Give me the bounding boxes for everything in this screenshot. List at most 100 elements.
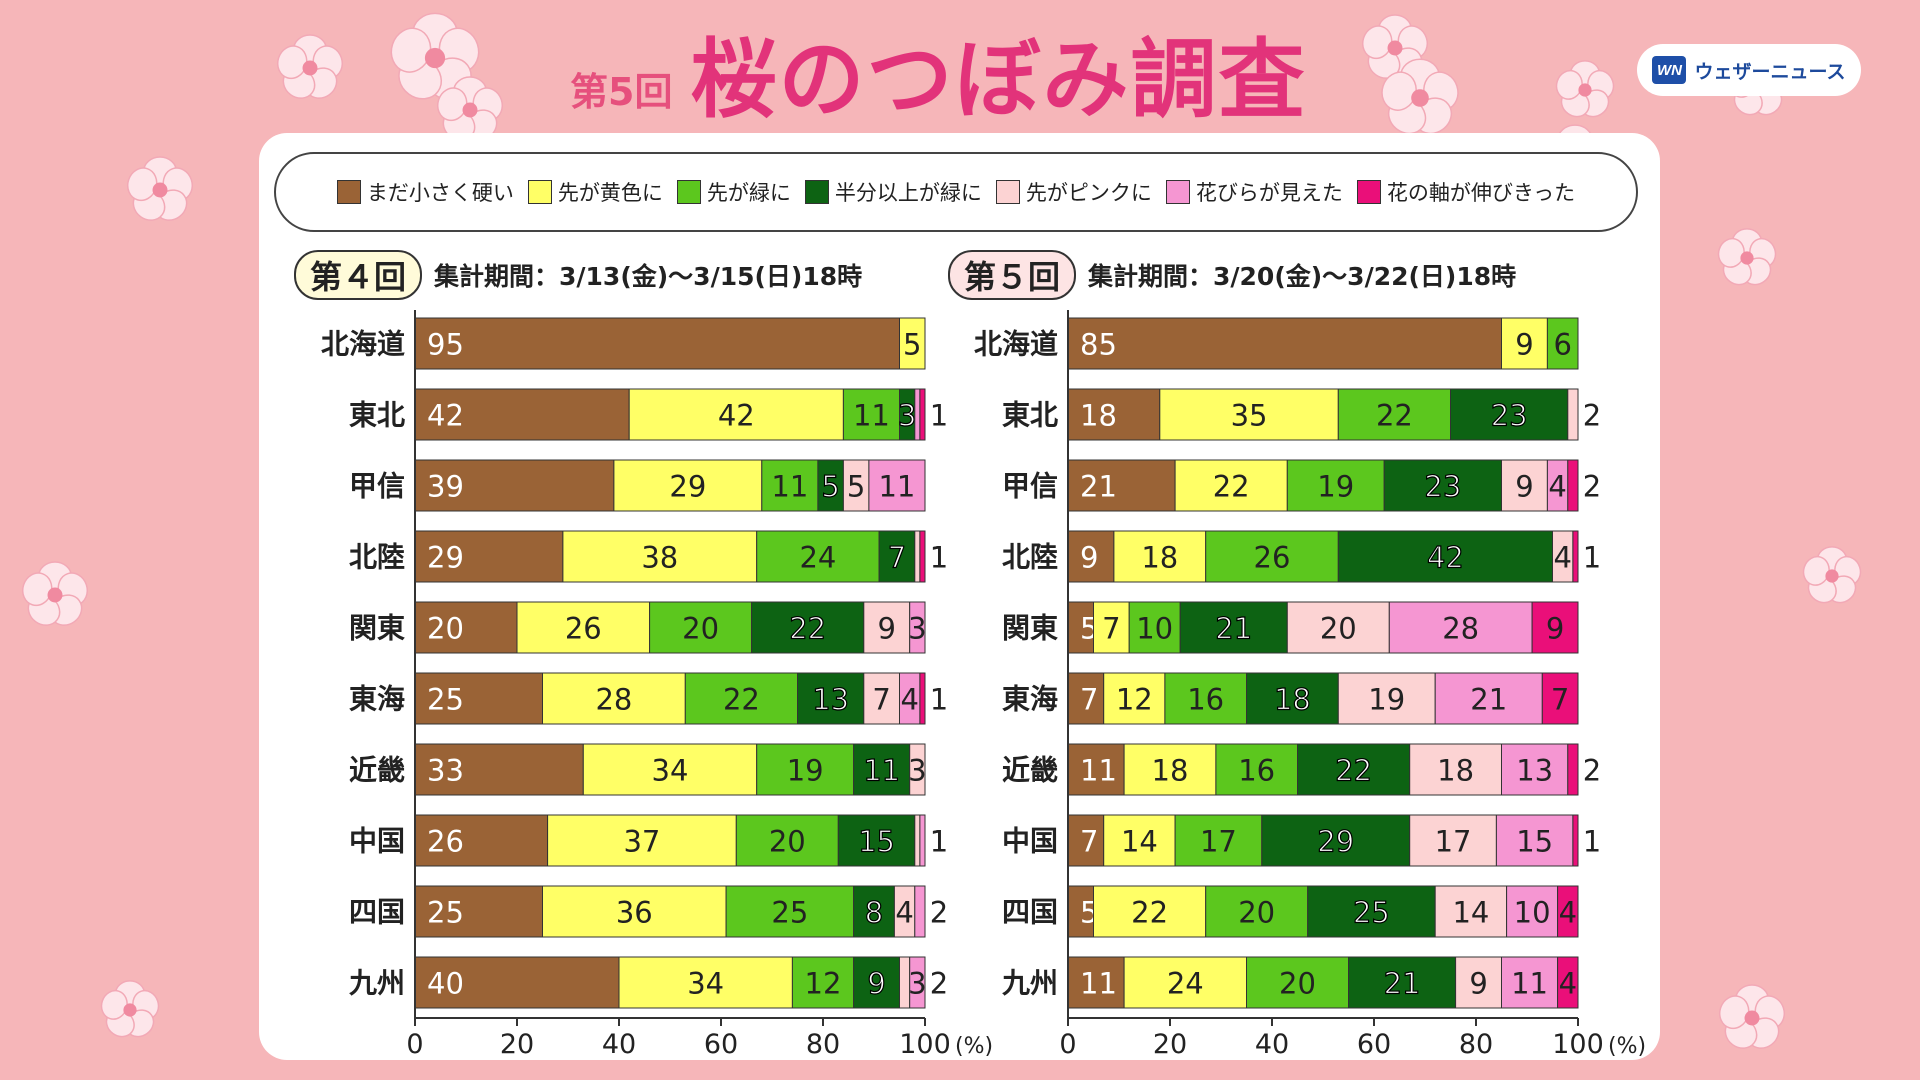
data-label: 9 [1080,541,1098,575]
bar-segment [1388,601,1533,654]
data-label: 9 [1469,967,1487,1001]
data-label: 20 [1279,967,1316,1001]
data-label: 6 [1553,328,1571,362]
bar-segment [868,459,926,512]
data-label: 15 [1516,825,1553,859]
bar-segment [1455,956,1502,1009]
category-label: 北海道 [974,328,1058,361]
data-label: 2 [1583,399,1601,433]
category-label: 九州 [349,967,405,1000]
data-label: 25 [1353,896,1390,930]
category-label: 近畿 [349,754,405,787]
data-label: 23 [1491,399,1528,433]
data-label: 20 [682,612,719,646]
data-label: 7 [1551,683,1569,717]
bar-segment [1501,317,1548,370]
x-tick-label: 100 [899,1029,951,1060]
legend-label: 花の軸が伸びきった [1386,181,1576,205]
data-label: 22 [1213,470,1250,504]
legend-item: 先がピンクに [995,177,1152,207]
data-label: 9 [878,612,896,646]
bar-segment [1093,601,1130,654]
bar-segment [414,672,543,725]
x-tick-label: 80 [806,1029,840,1060]
category-label: 北陸 [349,541,405,574]
legend-label: 先が黄色に [557,181,663,205]
bar-segment [1093,885,1207,938]
legend-item: 半分以上が緑に [804,177,982,207]
title-round-prefix: 第5回 [570,70,673,114]
bar-segment [516,601,651,654]
data-label: 42 [427,399,464,433]
legend-item: 先が黄色に [527,177,663,207]
brand-mark-icon: WN [1652,56,1687,84]
data-label: 21 [1384,967,1421,1001]
bar-segment [1450,388,1569,441]
category-label: 北陸 [1002,541,1058,574]
bar-segment [909,743,926,796]
bar-segment [684,672,798,725]
data-label: 20 [427,612,464,646]
data-label: 26 [1254,541,1291,575]
data-label: 22 [1376,399,1413,433]
x-tick-label: 100 [1552,1029,1604,1060]
bar-segment [1103,814,1176,867]
bar-segment [919,530,926,583]
data-label: 2 [930,896,948,930]
data-label: 13 [812,683,849,717]
bar-segment [414,388,630,441]
bar-segment [1205,885,1309,938]
data-label: 2 [1583,754,1601,788]
bar-segment [1495,814,1574,867]
x-unit-label: (%) [1608,1034,1646,1059]
x-tick-label: 80 [1459,1029,1493,1060]
bar-segment [1067,317,1502,370]
data-label: 18 [1080,399,1117,433]
data-label: 9 [867,967,885,1001]
bar-segment [1383,459,1502,512]
bar-segment [1067,743,1125,796]
bar-segment [1307,885,1436,938]
data-label: 1 [930,825,948,859]
bar-segment [914,530,921,583]
bar-segment [1567,459,1579,512]
data-label: 21 [1470,683,1507,717]
bar-segment [1103,672,1166,725]
bar-segment [414,956,620,1009]
bar-segment [1506,885,1559,938]
data-label: 11 [771,470,808,504]
data-label: 26 [427,825,464,859]
bar-segment [914,388,921,441]
bar-segment [1067,885,1094,938]
legend-label: 先が緑に [706,181,791,205]
data-label: 29 [1317,825,1354,859]
data-label: 25 [427,896,464,930]
data-label: 9 [1515,328,1533,362]
bar-segment [1409,743,1502,796]
bar-segment [878,530,916,583]
category-label: 東北 [1002,399,1058,432]
category-label: 東海 [349,683,405,716]
round-badge: 第５回 [948,250,1077,300]
category-label: 中国 [1002,825,1058,858]
data-label: 7 [888,541,906,575]
data-label: 18 [1437,754,1474,788]
bar-segment [1297,743,1411,796]
data-label: 40 [427,967,464,1001]
category-label: 東海 [1002,683,1058,716]
bar-segment [414,814,549,867]
category-label: 四国 [349,896,405,929]
data-label: 8 [865,896,883,930]
bar-segment [1572,530,1579,583]
data-label: 9 [1515,470,1533,504]
bar-segment [1567,388,1579,441]
data-label: 10 [1514,896,1551,930]
bar-segment [1557,956,1579,1009]
bar-segment [1159,388,1339,441]
category-label: 関東 [349,612,405,645]
data-label: 5 [847,470,865,504]
bar-segment [1531,601,1579,654]
bar-segment [1067,956,1125,1009]
data-label: 17 [1435,825,1472,859]
data-label: 21 [1215,612,1252,646]
